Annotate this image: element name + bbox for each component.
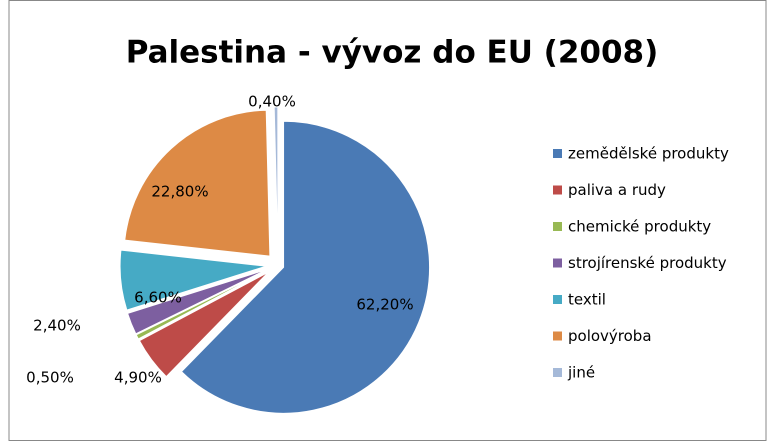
legend-swatch	[553, 185, 562, 195]
data-label: 0,40%	[248, 93, 296, 111]
legend-swatch	[553, 295, 562, 304]
legend-label: polovýroba	[568, 327, 652, 345]
pie-slice	[119, 249, 267, 311]
legend-label: strojírenské produkty	[568, 254, 727, 272]
pie-slice	[180, 120, 431, 414]
data-label: 4,90%	[114, 369, 162, 387]
data-label: 6,60%	[134, 289, 182, 307]
data-label: 22,80%	[151, 183, 208, 201]
legend-swatch	[553, 149, 562, 158]
legend-label: chemické produkty	[568, 218, 711, 236]
legend-swatch	[553, 331, 562, 341]
legend-swatch	[553, 368, 562, 377]
legend-label: zemědělské produkty	[568, 145, 729, 163]
data-label: 2,40%	[33, 317, 81, 335]
legend-label: textil	[568, 291, 606, 309]
pie-slice	[126, 268, 268, 335]
legend-label: jiné	[567, 364, 595, 382]
legend-swatch	[553, 258, 562, 268]
pie-slice	[135, 270, 268, 340]
chart-title: Palestina - vývoz do EU (2008)	[126, 35, 659, 71]
pie-slice	[124, 109, 271, 257]
data-label: 62,20%	[356, 296, 413, 314]
legend-label: paliva a rudy	[568, 181, 666, 199]
pie-slice	[138, 271, 269, 378]
data-label: 0,50%	[26, 369, 74, 387]
pie-slice	[273, 106, 279, 254]
legend-swatch	[553, 222, 562, 231]
